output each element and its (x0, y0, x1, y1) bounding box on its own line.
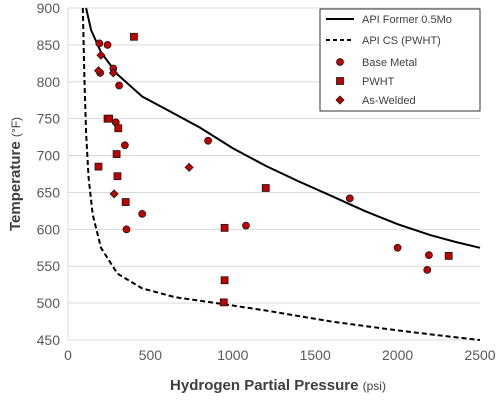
data-point-pwht (220, 276, 229, 285)
data-point-base-metal (103, 40, 112, 49)
data-point-base-metal (204, 136, 212, 145)
data-point-base-metal (425, 251, 433, 260)
series-line-api-cs-pwht (81, 7, 481, 341)
data-point-pwht (105, 114, 114, 123)
data-point-base-metal (393, 243, 402, 252)
x-tick-label: 1000 (217, 347, 248, 363)
y-tick-label: 600 (37, 221, 61, 237)
y-tick-label: 700 (37, 148, 61, 164)
legend-label-api-former: API Former 0.5Mo (362, 14, 452, 26)
x-axis-unit: (psi) (363, 379, 386, 393)
data-point-pwht (444, 251, 453, 260)
data-point-base-metal (95, 39, 104, 48)
data-point-as-welded (184, 162, 194, 172)
data-point-pwht (220, 223, 229, 232)
data-point-pwht (112, 150, 121, 158)
data-point-base-metal (423, 266, 432, 274)
x-tick-label: 1500 (300, 347, 331, 363)
legend-swatch-pwht (336, 77, 344, 85)
y-tick-label: 850 (37, 37, 61, 53)
y-tick-label: 750 (37, 111, 61, 127)
y-axis-unit: (°F) (9, 117, 23, 137)
legend-box (319, 8, 481, 112)
data-point-base-metal (242, 221, 250, 230)
data-point-base-metal (345, 194, 354, 203)
data-point-pwht (94, 162, 103, 171)
data-point-as-welded (93, 66, 104, 76)
data-point-pwht (219, 298, 228, 307)
x-tick-labels: 0 500 1000 1500 2000 2500 (64, 347, 496, 363)
x-tick-label: 2000 (382, 347, 413, 363)
data-point-pwht (261, 184, 270, 192)
data-point-base-metal (120, 141, 129, 150)
series-line-api-former-0-5mo (85, 7, 481, 249)
legend-swatch-as-welded (335, 95, 345, 105)
legend-swatch-base-metal (336, 58, 344, 66)
y-tick-label: 650 (37, 184, 61, 200)
data-point-as-welded (96, 50, 106, 60)
y-tick-label: 550 (37, 258, 61, 274)
legend-label-base-metal: Base Metal (362, 57, 417, 69)
y-tick-label: 800 (37, 74, 61, 90)
data-point-pwht (121, 198, 130, 206)
x-tick-label: 500 (139, 347, 163, 363)
curves (81, 7, 481, 341)
y-axis-title: Temperature (°F) (7, 117, 24, 231)
legend-label-api-cs: API CS (PWHT) (362, 35, 441, 47)
data-point-as-welded (109, 189, 119, 199)
data-point-pwht (113, 172, 122, 181)
data-point-base-metal (115, 81, 123, 90)
legend-label-as-welded: As-Welded (362, 95, 416, 107)
data-point-base-metal (138, 209, 147, 218)
x-tick-label: 0 (64, 347, 72, 363)
grid-lines (68, 7, 480, 341)
y-tick-label: 500 (37, 295, 61, 311)
legend-label-pwht: PWHT (362, 76, 395, 88)
y-tick-label: 900 (37, 0, 61, 16)
data-point-base-metal (122, 225, 131, 234)
y-tick-label: 450 (37, 332, 61, 348)
data-markers (93, 32, 453, 307)
y-tick-labels: 450 500 550 600 650 700 750 800 850 900 (37, 0, 61, 348)
x-axis-title: Hydrogen Partial Pressure (psi) (170, 377, 386, 394)
x-tick-label: 2500 (464, 347, 495, 363)
data-point-as-welded (108, 68, 118, 78)
data-point-pwht (130, 32, 138, 41)
legend: API Former 0.5Mo API CS (PWHT) Base Meta… (319, 8, 481, 112)
data-point-pwht (114, 124, 123, 133)
